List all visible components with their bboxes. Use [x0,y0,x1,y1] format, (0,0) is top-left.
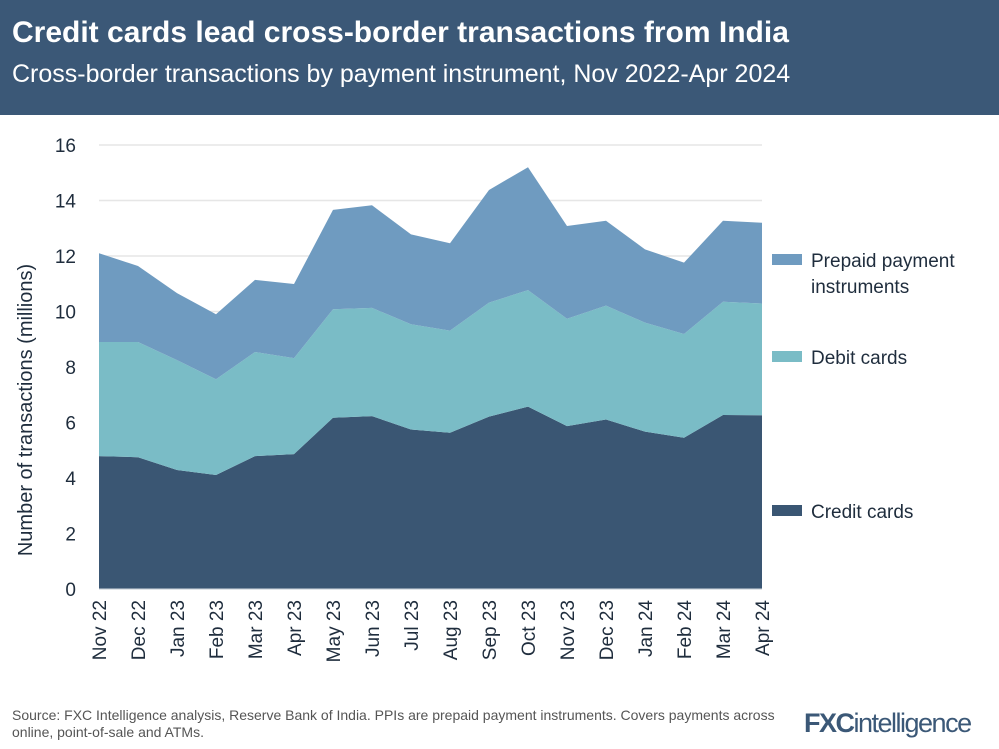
legend-label: Prepaid payment instruments [811,251,955,298]
header-banner: Credit cards lead cross-border transacti… [0,0,999,115]
y-tick-label: 16 [55,136,76,157]
x-tick-label: Dec 22 [129,600,150,660]
legend-swatch [772,505,802,516]
y-tick-label: 0 [65,580,76,601]
x-tick-label: May 23 [324,600,345,662]
x-tick-label: Mar 23 [246,600,267,659]
x-tick-label: Jun 23 [363,600,384,657]
x-tick-label: Mar 24 [714,600,735,660]
y-tick-label: 12 [55,247,76,268]
chart-subtitle: Cross-border transactions by payment ins… [12,60,791,88]
x-tick-label: Apr 23 [285,600,306,656]
area-debit-cards [99,290,762,475]
area-credit-cards [99,406,762,589]
x-tick-label: Jul 23 [402,600,423,651]
legend-label: Credit cards [811,502,913,523]
y-tick-label: 2 [65,525,76,546]
y-tick-label: 8 [65,358,76,379]
x-tick-label: Apr 24 [753,600,774,656]
y-tick-label: 4 [65,469,76,490]
x-tick-label: Nov 22 [90,600,111,660]
y-axis-label: Number of transactions (millions) [15,264,37,556]
legend-label: Debit cards [811,348,907,369]
source-note: Source: FXC Intelligence analysis, Reser… [12,707,775,740]
fxc-intelligence-logo: FXCintelligence [804,708,972,738]
chart-title: Credit cards lead cross-border transacti… [12,16,789,49]
x-tick-label: Sep 23 [480,600,501,660]
x-tick-label: Feb 24 [675,600,696,660]
x-tick-label: Oct 23 [519,600,540,656]
x-tick-label: Jan 23 [168,600,189,657]
x-tick-label: Jan 24 [636,600,657,657]
area-prepaid-payment-instruments [99,167,762,380]
x-tick-label: Feb 23 [207,600,228,659]
x-tick-label: Aug 23 [441,600,462,660]
x-tick-label: Dec 23 [597,600,618,660]
x-tick-label: Nov 23 [558,600,579,660]
legend-swatch [772,351,802,362]
y-tick-label: 6 [65,414,76,435]
legend-swatch [772,254,802,265]
y-tick-label: 14 [55,192,77,213]
y-tick-label: 10 [55,303,76,324]
